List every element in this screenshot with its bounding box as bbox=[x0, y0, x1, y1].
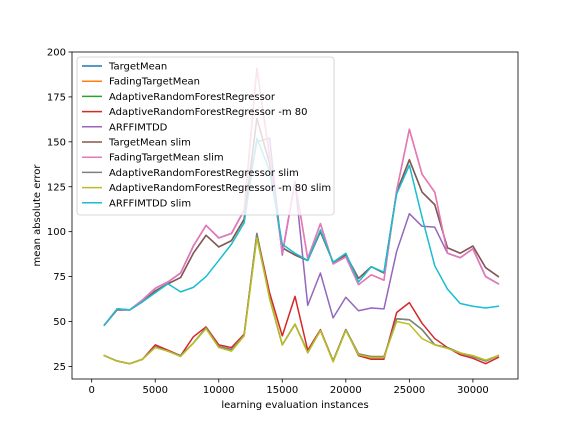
y-tick-label: 100 bbox=[47, 227, 66, 238]
legend-label-3: AdaptiveRandomForestRegressor bbox=[109, 92, 276, 103]
y-tick-label: 175 bbox=[47, 92, 66, 103]
y-tick-label: 200 bbox=[47, 48, 66, 59]
x-tick-label: 25000 bbox=[393, 385, 425, 396]
y-tick-label: 75 bbox=[53, 272, 66, 283]
y-tick-label: 150 bbox=[47, 137, 66, 148]
x-tick-label: 30000 bbox=[457, 385, 489, 396]
legend-label-8: AdaptiveRandomForestRegressor slim bbox=[109, 168, 299, 179]
y-tick-label: 125 bbox=[47, 182, 66, 193]
y-tick-label: 25 bbox=[53, 362, 66, 373]
legend-label-7: FadingTargetMean slim bbox=[109, 153, 224, 164]
legend-label-1: TargetMean bbox=[108, 62, 167, 73]
series-line-3 bbox=[104, 233, 498, 363]
x-axis-label: learning evaluation instances bbox=[221, 400, 368, 411]
legend-label-9: AdaptiveRandomForestRegressor -m 80 slim bbox=[109, 183, 331, 194]
x-tick-label: 5000 bbox=[143, 385, 168, 396]
legend: TargetMean FadingTargetMean AdaptiveRandom… bbox=[77, 57, 334, 215]
y-axis-label: mean absolute error bbox=[32, 164, 43, 267]
series-line-4 bbox=[104, 234, 498, 363]
x-tick-label: 0 bbox=[89, 385, 95, 396]
legend-label-2: FadingTargetMean bbox=[109, 77, 200, 88]
legend-label-6: TargetMean slim bbox=[108, 138, 191, 149]
x-tick-label: 15000 bbox=[266, 385, 298, 396]
x-tick-label: 20000 bbox=[330, 385, 362, 396]
series-line-8 bbox=[104, 233, 498, 363]
x-tick-label: 10000 bbox=[203, 385, 235, 396]
legend-label-10: ARFFIMTDD slim bbox=[109, 198, 191, 209]
legend-label-5: ARFFIMTDD bbox=[109, 122, 168, 133]
y-tick-label: 50 bbox=[53, 317, 66, 328]
legend-label-4: AdaptiveRandomForestRegressor -m 80 bbox=[109, 107, 307, 118]
